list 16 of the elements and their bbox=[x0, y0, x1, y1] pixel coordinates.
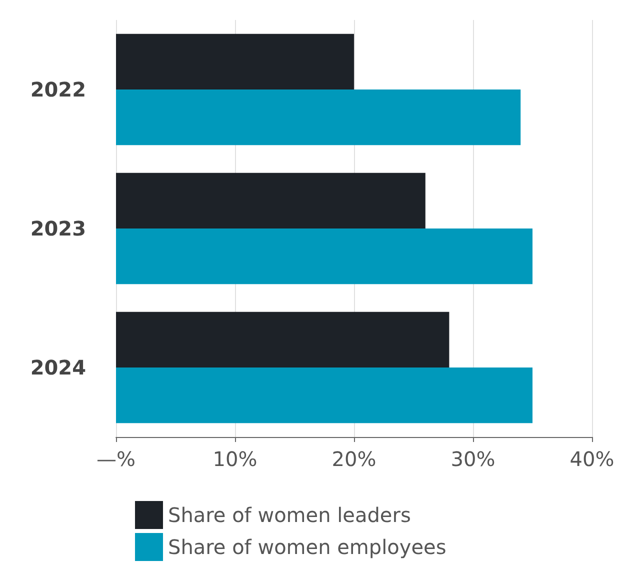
bar bbox=[116, 228, 532, 284]
legend-label: Share of women leaders bbox=[168, 503, 411, 527]
x-tick-label: 40% bbox=[570, 447, 614, 471]
bar bbox=[116, 172, 426, 228]
x-tick-label: 20% bbox=[332, 447, 376, 471]
bar bbox=[116, 90, 521, 146]
x-tick-label: 10% bbox=[212, 447, 258, 471]
x-tick-label: 30% bbox=[450, 447, 496, 471]
bar bbox=[116, 312, 450, 368]
bar bbox=[116, 368, 532, 424]
y-tick-label: 2023 bbox=[30, 216, 86, 240]
legend-label: Share of women employees bbox=[168, 535, 446, 559]
y-tick-label: 2022 bbox=[30, 78, 86, 102]
y-tick-label: 2024 bbox=[30, 356, 86, 380]
bar bbox=[116, 34, 354, 90]
x-tick-label: —% bbox=[96, 447, 136, 471]
